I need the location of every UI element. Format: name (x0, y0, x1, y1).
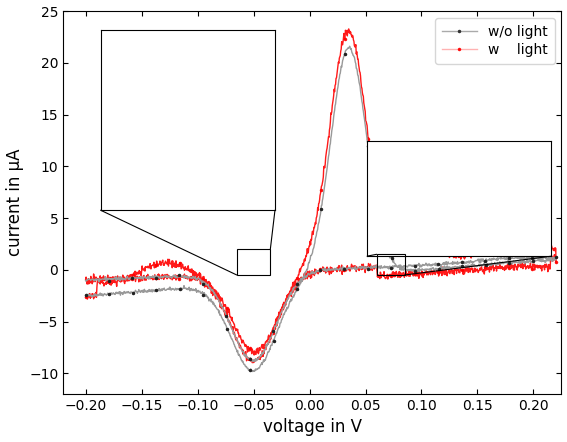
w/o light (541, 258, 548, 263)
w    light (345, 26, 352, 31)
w    light (82, 277, 89, 282)
w    light (249, 360, 256, 366)
w    light (109, 278, 116, 283)
w    light (82, 294, 89, 300)
w/o light (130, 290, 137, 295)
w    light (515, 242, 522, 248)
Line: w    light: w light (83, 27, 558, 365)
Legend: w/o light, w    light: w/o light, w light (435, 18, 555, 64)
Y-axis label: current in μA: current in μA (6, 149, 24, 256)
w/o light (82, 293, 89, 298)
w/o light (346, 44, 353, 49)
w/o light (108, 277, 115, 282)
Bar (237, 249, 270, 275)
w/o light (109, 276, 116, 282)
w    light (108, 281, 115, 286)
Bar (376, 254, 405, 275)
Line: w/o light: w/o light (83, 44, 558, 373)
w    light (130, 274, 137, 279)
w/o light (281, 304, 288, 309)
w/o light (516, 260, 523, 266)
w/o light (249, 369, 256, 374)
w    light (282, 301, 289, 306)
w/o light (82, 278, 89, 283)
X-axis label: voltage in V: voltage in V (263, 419, 362, 436)
w    light (540, 243, 547, 248)
